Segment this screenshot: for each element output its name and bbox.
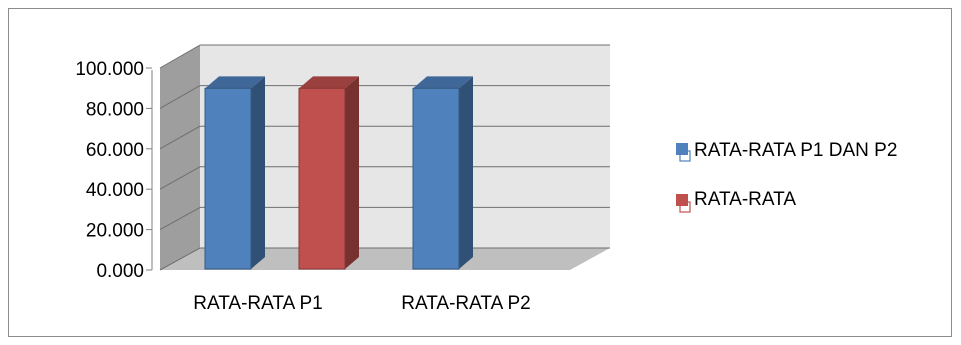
- bar-1-2-top: [413, 76, 473, 89]
- bar-2-1-side: [345, 76, 359, 269]
- bar-1-1-top: [205, 76, 265, 89]
- legend-label-series-1: RATA-RATA P1 DAN P2: [694, 140, 897, 161]
- y-tick-label: 40.000: [86, 180, 144, 201]
- bar-2-1-top: [299, 76, 359, 89]
- category-label-p2: RATA-RATA P2: [401, 293, 531, 314]
- plot-side-wall: [160, 45, 200, 270]
- y-tick-label: 80.000: [86, 99, 144, 120]
- gridline-side: [159, 44, 201, 69]
- gridline-side: [159, 206, 201, 231]
- bar-1-1-side: [251, 76, 265, 269]
- gridline-side: [159, 85, 201, 109]
- gridline-side: [159, 125, 201, 150]
- category-label-p1: RATA-RATA P1: [193, 293, 323, 314]
- y-tick-label: 20.000: [86, 221, 144, 242]
- bar-1-2-side: [459, 76, 473, 269]
- legend-swatch-series-2: [676, 194, 688, 206]
- gridlines: [159, 44, 610, 271]
- plot-floor: [160, 248, 610, 270]
- legend: RATA-RATA P1 DAN P2 RATA-RATA: [676, 140, 897, 213]
- bar-1-1-front: [204, 87, 252, 270]
- y-tick-label: 100.000: [75, 59, 144, 80]
- bar-2-1-front: [298, 87, 346, 270]
- legend-swatch-outline-series-1: [679, 150, 691, 162]
- y-tick-label: 0.000: [96, 261, 144, 282]
- bar-1-2-front: [412, 87, 460, 270]
- legend-swatch-outline-series-2: [679, 201, 691, 213]
- bars-group: [204, 76, 473, 270]
- legend-label-series-2: RATA-RATA: [694, 189, 796, 210]
- gridline-side: [159, 247, 201, 271]
- legend-swatch-series-1: [676, 143, 688, 155]
- gridline-side: [159, 166, 201, 190]
- y-tick-label: 60.000: [86, 140, 144, 161]
- y-axis-ticks: 0.000 20.000 40.000 60.000 80.000 100.000: [75, 59, 152, 282]
